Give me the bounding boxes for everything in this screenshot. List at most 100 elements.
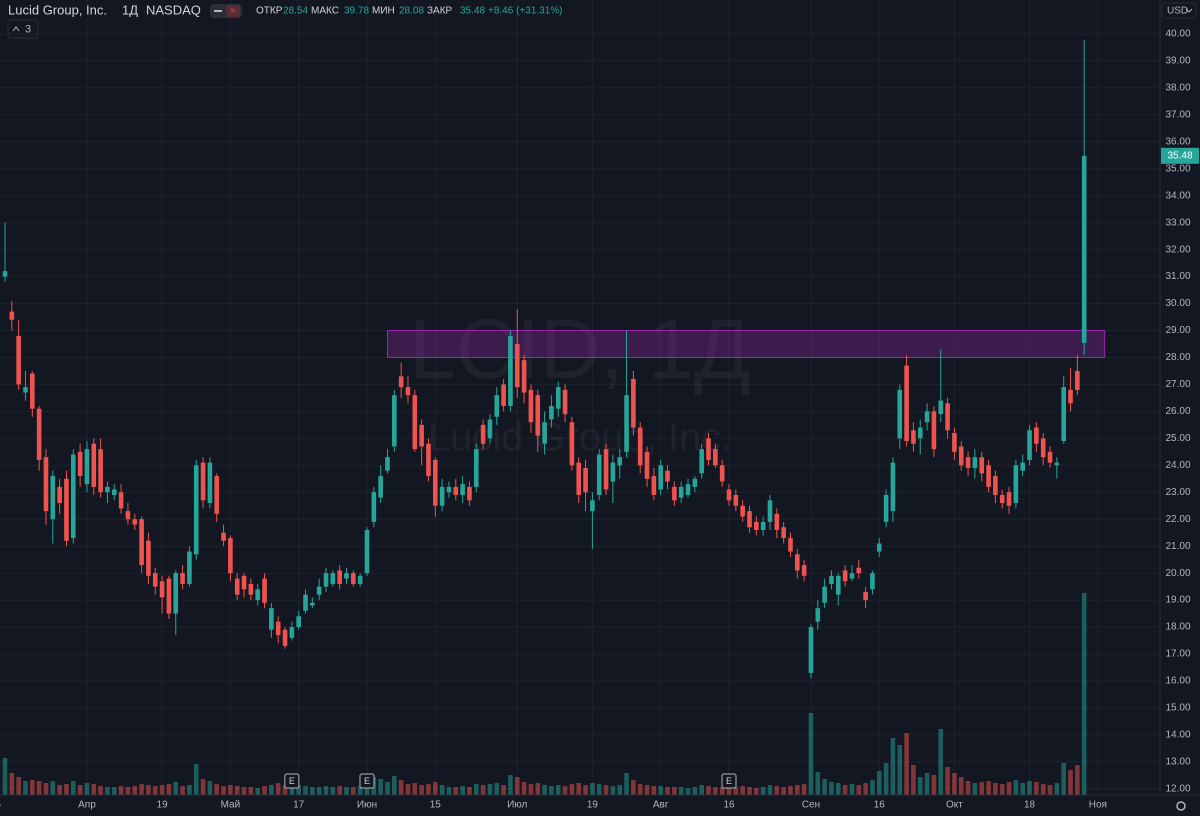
candle-body [931, 411, 937, 450]
candle-body [740, 505, 745, 517]
x-tick-label: Авг [653, 800, 669, 811]
volume-bar [829, 782, 834, 795]
volume-bar [296, 785, 301, 795]
volume-bar [221, 786, 226, 795]
candle-body [924, 411, 930, 423]
candle-body [719, 465, 725, 482]
y-tick-label: 27.00 [1165, 379, 1190, 390]
volume-bar [330, 787, 336, 795]
candle-body [77, 451, 83, 477]
candle-body [1040, 438, 1046, 458]
price-zone [386, 330, 1106, 358]
volume-bar [583, 785, 588, 795]
y-tick-label: 18.00 [1165, 622, 1190, 633]
x-tick-label: 17 [293, 800, 305, 811]
indicators-count: 3 [25, 23, 31, 35]
candle-body [726, 489, 732, 501]
candle-body [501, 384, 506, 406]
volume-bar [392, 776, 397, 795]
volume-bar [467, 787, 472, 795]
candle-body [651, 476, 657, 495]
indicators-toggle[interactable] [7, 19, 39, 39]
candle-body [549, 405, 554, 420]
candle-body [282, 629, 288, 646]
candle-body [473, 449, 479, 487]
axes: 12.00 13.00 14.00 15.00 16.00 17.00 18.00 19.00… [0, 29, 1199, 811]
candle-body [351, 573, 356, 584]
candle-body [1034, 427, 1039, 444]
volume-bar [576, 783, 582, 795]
candle-body [398, 376, 404, 388]
y-tick-label: 30.00 [1165, 298, 1190, 309]
volume-bar [473, 784, 479, 795]
candle-body [405, 387, 411, 396]
candle-body [788, 538, 793, 552]
volume-bar [43, 783, 49, 795]
volume-bar [637, 784, 643, 795]
volume-bar [118, 786, 124, 795]
candle-body [248, 583, 254, 595]
volume-bar [624, 773, 629, 795]
volume-bar [863, 783, 868, 795]
candle-body [269, 608, 274, 630]
volume-bar [931, 775, 937, 795]
settings-icon[interactable] [1176, 801, 1186, 811]
candle-body [303, 594, 308, 611]
x-tick-label: Ноя [1089, 800, 1107, 811]
volume-bar [747, 787, 752, 795]
volume-bar [760, 787, 766, 795]
volume-bar [781, 787, 786, 795]
candle-body [999, 494, 1005, 504]
candle-body [890, 462, 896, 512]
volume-bar [275, 783, 281, 795]
volume-bar [740, 786, 745, 795]
stat-value: 28.54 [283, 6, 308, 17]
volume-bar [453, 787, 459, 795]
volume-bar [945, 767, 950, 795]
candle-body [364, 530, 370, 574]
currency-box[interactable] [1161, 2, 1197, 19]
candle-body [200, 462, 206, 501]
x-tick-label: Окт [946, 800, 963, 811]
candle-body [631, 379, 636, 428]
y-tick-label: 28.00 [1165, 352, 1190, 363]
candle-body [678, 486, 684, 498]
candle-body [1054, 462, 1060, 466]
candle-body [911, 430, 916, 444]
last-price-label: 35.48 [1167, 150, 1192, 161]
volume-bar [911, 765, 916, 795]
stat-value: 35.48 [460, 6, 485, 17]
candle-body [897, 389, 903, 439]
x-tick-label: 19 [587, 800, 599, 811]
candle-body [439, 486, 445, 506]
volume-bar [726, 786, 732, 795]
y-tick-label: 16.00 [1165, 676, 1190, 687]
candle-body [795, 554, 800, 571]
candle-body [180, 573, 185, 584]
candle-body [207, 462, 213, 504]
candle-body [952, 432, 957, 452]
candle-body [255, 589, 261, 601]
candle-body [30, 373, 35, 409]
volume-bar [952, 773, 957, 795]
y-tick-label: 29.00 [1165, 325, 1190, 336]
volume-bar [733, 787, 739, 795]
interval[interactable]: 1Д [122, 2, 138, 17]
volume-bar [84, 783, 90, 795]
y-tick-label: 40.00 [1165, 29, 1190, 40]
candle-body [637, 427, 643, 466]
candle-body [234, 578, 240, 595]
volume-bar [856, 785, 862, 795]
x-tick-label: 6 [0, 800, 1, 811]
volume-bar [36, 781, 42, 795]
candle-body [118, 492, 124, 509]
volume-bar [30, 780, 35, 795]
candle-body [296, 616, 301, 628]
candle-body [91, 443, 97, 487]
candle-body [446, 486, 452, 493]
volume-bar [883, 763, 889, 795]
watermark-symbol: LCID, 1Д [409, 302, 751, 396]
candle-body [781, 527, 786, 539]
